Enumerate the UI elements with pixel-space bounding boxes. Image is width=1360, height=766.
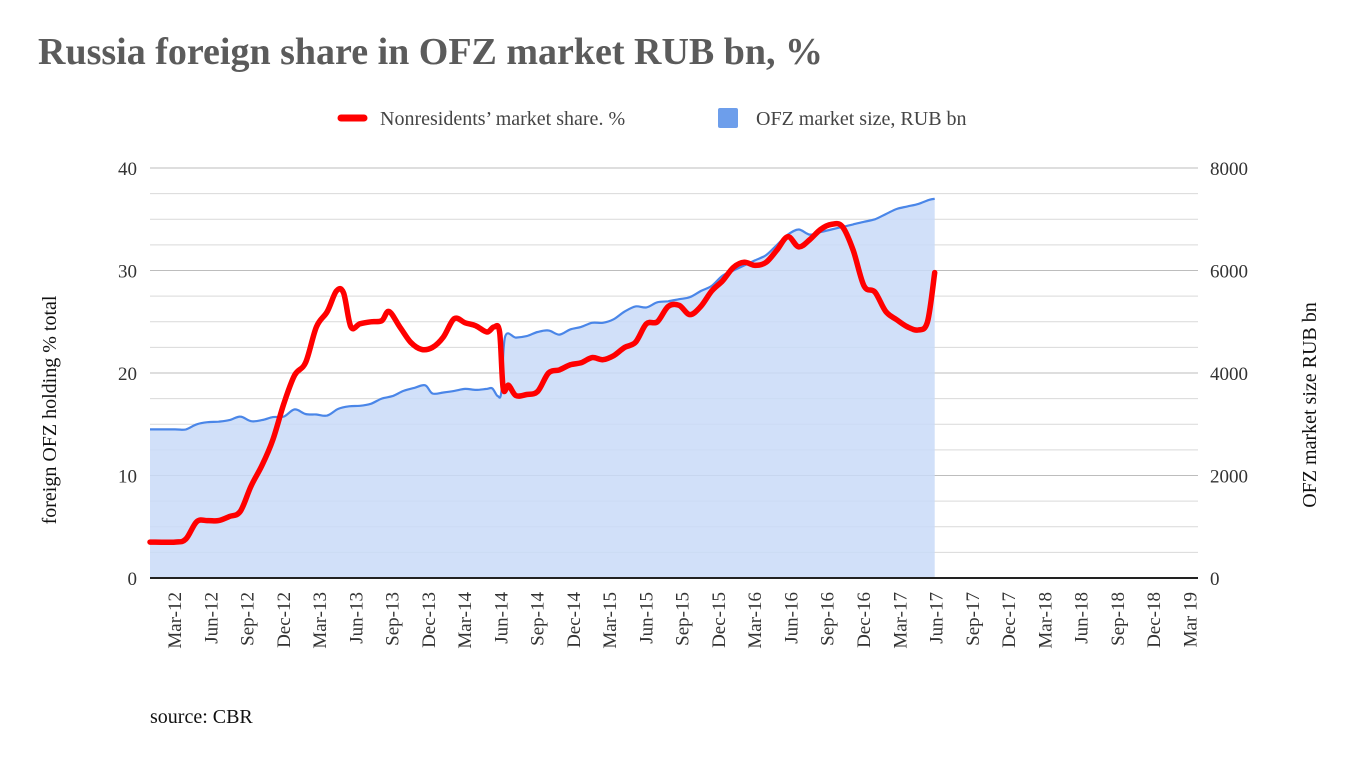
x-tick-label: Mar 19 bbox=[1180, 592, 1201, 647]
line-series-layer bbox=[147, 220, 938, 546]
x-tick-label: Mar-13 bbox=[310, 592, 331, 649]
x-tick-label: Dec-15 bbox=[709, 592, 730, 648]
x-tick-label: Jun-16 bbox=[781, 592, 802, 644]
x-tick-label: Sep-13 bbox=[383, 592, 404, 646]
legend-label-share: Nonresidents’ market share. % bbox=[380, 108, 625, 130]
y-right-tick-label: 6000 bbox=[1210, 262, 1248, 283]
y-left-tick-label: 30 bbox=[118, 262, 137, 283]
x-tick-label: Mar-16 bbox=[745, 592, 766, 649]
x-tick-label: Sep-18 bbox=[1108, 592, 1129, 646]
x-tick-label: Jun-13 bbox=[346, 592, 367, 644]
y-left-tick-label: 10 bbox=[118, 467, 137, 488]
x-tick-label: Jun-15 bbox=[636, 592, 657, 644]
x-tick-label: Mar-15 bbox=[600, 592, 621, 649]
x-tick-label: Sep-17 bbox=[963, 592, 984, 646]
x-tick-label: Sep-15 bbox=[673, 592, 694, 646]
y-right-axis-title: OFZ market size RUB bn bbox=[1299, 302, 1321, 508]
y-left-tick-label: 20 bbox=[118, 364, 137, 385]
legend-swatch-market-size bbox=[718, 108, 738, 128]
x-tick-label: Mar-17 bbox=[890, 592, 911, 649]
market-size-line bbox=[150, 197, 935, 431]
legend: Nonresidents’ market share. % OFZ market … bbox=[337, 108, 967, 130]
y-left-axis-title: foreign OFZ holding % total bbox=[39, 295, 61, 524]
y-right-tick-label: 2000 bbox=[1210, 467, 1248, 488]
x-tick-label: Dec-17 bbox=[999, 592, 1020, 648]
x-tick-label: Sep-14 bbox=[528, 592, 549, 646]
x-tick-label: Mar-18 bbox=[1035, 592, 1056, 649]
source-note: source: CBR bbox=[150, 706, 253, 728]
y-right-tick-label: 0 bbox=[1210, 569, 1220, 590]
x-tick-label: Mar-14 bbox=[455, 592, 476, 649]
y-right-tick-label: 8000 bbox=[1210, 159, 1248, 180]
x-tick-label: Dec-14 bbox=[564, 592, 585, 648]
y-left-tick-label: 0 bbox=[128, 569, 138, 590]
x-tick-label: Dec-12 bbox=[274, 592, 295, 648]
axes: 0 10 20 30 40 0 2000 4000 6000 8000 Mar-12 Jun-12 Se… bbox=[39, 159, 1321, 649]
chart-title: Russia foreign share in OFZ market RUB b… bbox=[38, 31, 824, 73]
y-right-tick-label: 4000 bbox=[1210, 364, 1248, 385]
x-tick-label: Dec-13 bbox=[419, 592, 440, 648]
x-tick-label: Mar-12 bbox=[165, 592, 186, 649]
x-tick-label: Dec-16 bbox=[854, 592, 875, 648]
x-tick-label: Jun-18 bbox=[1072, 592, 1093, 644]
nonresidents-share-line bbox=[147, 220, 938, 546]
x-tick-label: Jun-12 bbox=[201, 592, 222, 644]
x-tick-label: Sep-12 bbox=[238, 592, 259, 646]
x-tick-label: Sep-16 bbox=[818, 592, 839, 646]
x-tick-label: Dec-18 bbox=[1144, 592, 1165, 648]
x-tick-label: Jun-14 bbox=[491, 592, 512, 644]
x-tick-label: Jun-17 bbox=[927, 592, 948, 644]
legend-label-market-size: OFZ market size, RUB bn bbox=[756, 108, 967, 130]
y-left-tick-label: 40 bbox=[118, 159, 137, 180]
